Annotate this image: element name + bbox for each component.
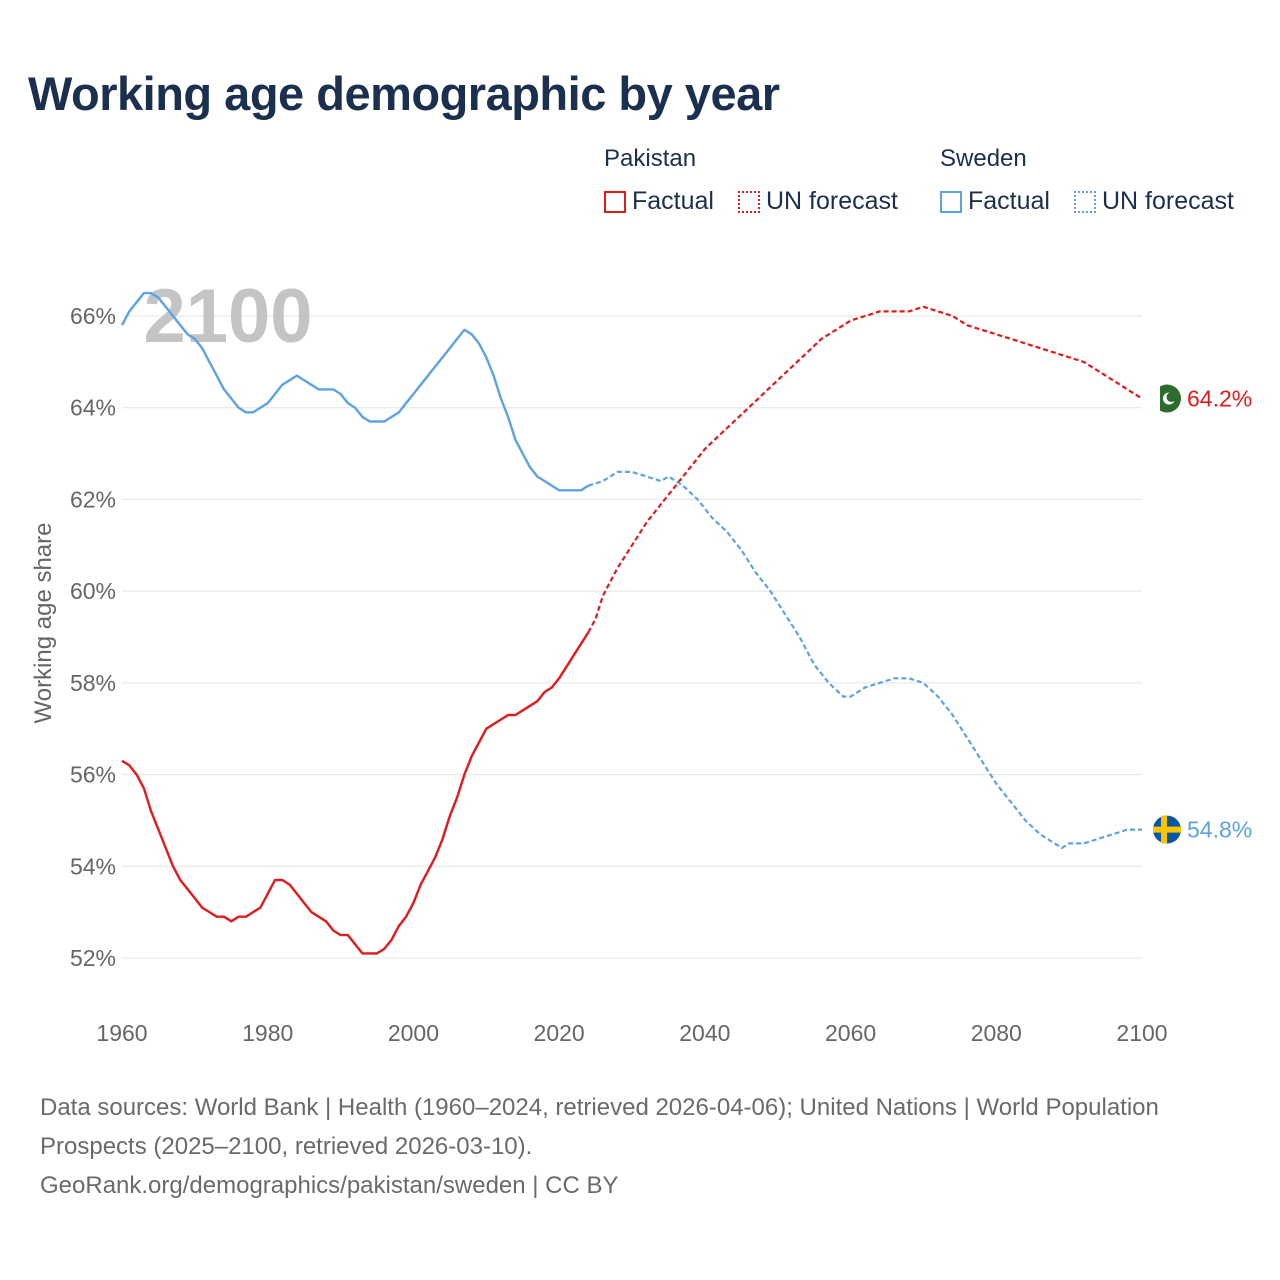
y-tick-label: 54% (70, 853, 116, 879)
legend-swatch-sweden-forecast (1074, 190, 1096, 213)
y-axis-label: Working age share (30, 523, 57, 724)
legend-label-pakistan-factual: Factual (632, 187, 714, 215)
series-line-pakistan-factual (121, 631, 590, 955)
flag-hoist-stripe (1153, 384, 1160, 413)
gridlines (122, 315, 1142, 959)
x-tick-label: 2040 (679, 1020, 730, 1046)
y-tick-label: 52% (70, 945, 116, 971)
series-line-pakistan-forecast (587, 305, 1143, 633)
y-tick-label: 58% (70, 670, 116, 696)
chart-title: Working age demographic by year (28, 67, 780, 120)
y-tick-label: 56% (70, 762, 116, 788)
x-axis-ticks: 1960 1980 2000 2020 2040 2060 2080 2100 (96, 1020, 1167, 1046)
y-tick-label: 60% (70, 578, 116, 604)
x-tick-label: 1980 (242, 1020, 293, 1046)
x-tick-label: 2060 (825, 1020, 876, 1046)
legend-sweden-forecast[interactable]: UN forecast (1074, 187, 1234, 216)
legend-pakistan-factual[interactable]: Factual (604, 187, 714, 216)
sweden-flag-icon (1153, 815, 1181, 844)
x-tick-label: 2000 (388, 1020, 439, 1046)
line-chart: 2100 52% 54% 56% 58% 60% 62% 64% 66% 1960 1980 20… (30, 274, 1252, 1046)
legend-pakistan-forecast[interactable]: UN forecast (738, 187, 898, 216)
legend-label-sweden-factual: Factual (968, 187, 1050, 215)
data-sources-note: Data sources: World Bank | Health (1960–… (40, 1094, 1159, 1160)
flag-cross-vertical (1161, 815, 1167, 844)
series-line-sweden-factual (120, 291, 589, 492)
series-end-markers: 64.2% 54.8% (1153, 384, 1252, 844)
y-tick-label: 66% (70, 303, 116, 329)
x-tick-label: 1960 (96, 1020, 147, 1046)
legend-group-pakistan: Pakistan (604, 145, 697, 172)
series-line-sweden-forecast (587, 470, 1142, 850)
legend-label-pakistan-forecast: UN forecast (766, 187, 898, 215)
legend-sweden-factual[interactable]: Factual (940, 187, 1050, 216)
x-tick-label: 2100 (1116, 1020, 1167, 1046)
x-tick-label: 2020 (534, 1020, 585, 1046)
series-lines (120, 291, 1143, 955)
legend-swatch-sweden-factual (940, 190, 962, 213)
legend-swatch-pakistan-forecast (738, 190, 760, 213)
end-label-pakistan: 64.2% (1187, 386, 1252, 412)
year-overlay: 2100 (143, 274, 312, 359)
legend-swatch-pakistan-factual (604, 190, 626, 213)
credit-link[interactable]: GeoRank.org/demographics/pakistan/sweden… (40, 1172, 619, 1199)
y-axis-ticks: 52% 54% 56% 58% 60% 62% 64% 66% (70, 303, 116, 971)
pakistan-flag-icon (1153, 384, 1181, 413)
y-tick-label: 62% (70, 486, 116, 512)
end-label-sweden: 54.8% (1187, 817, 1252, 843)
flag-crescent-cut (1166, 392, 1177, 403)
x-tick-label: 2080 (971, 1020, 1022, 1046)
legend-group-sweden: Sweden (940, 145, 1027, 172)
legend-label-sweden-forecast: UN forecast (1102, 187, 1234, 215)
y-tick-label: 64% (70, 395, 116, 421)
footer: Data sources: World Bank | Health (1960–… (40, 1088, 1220, 1205)
